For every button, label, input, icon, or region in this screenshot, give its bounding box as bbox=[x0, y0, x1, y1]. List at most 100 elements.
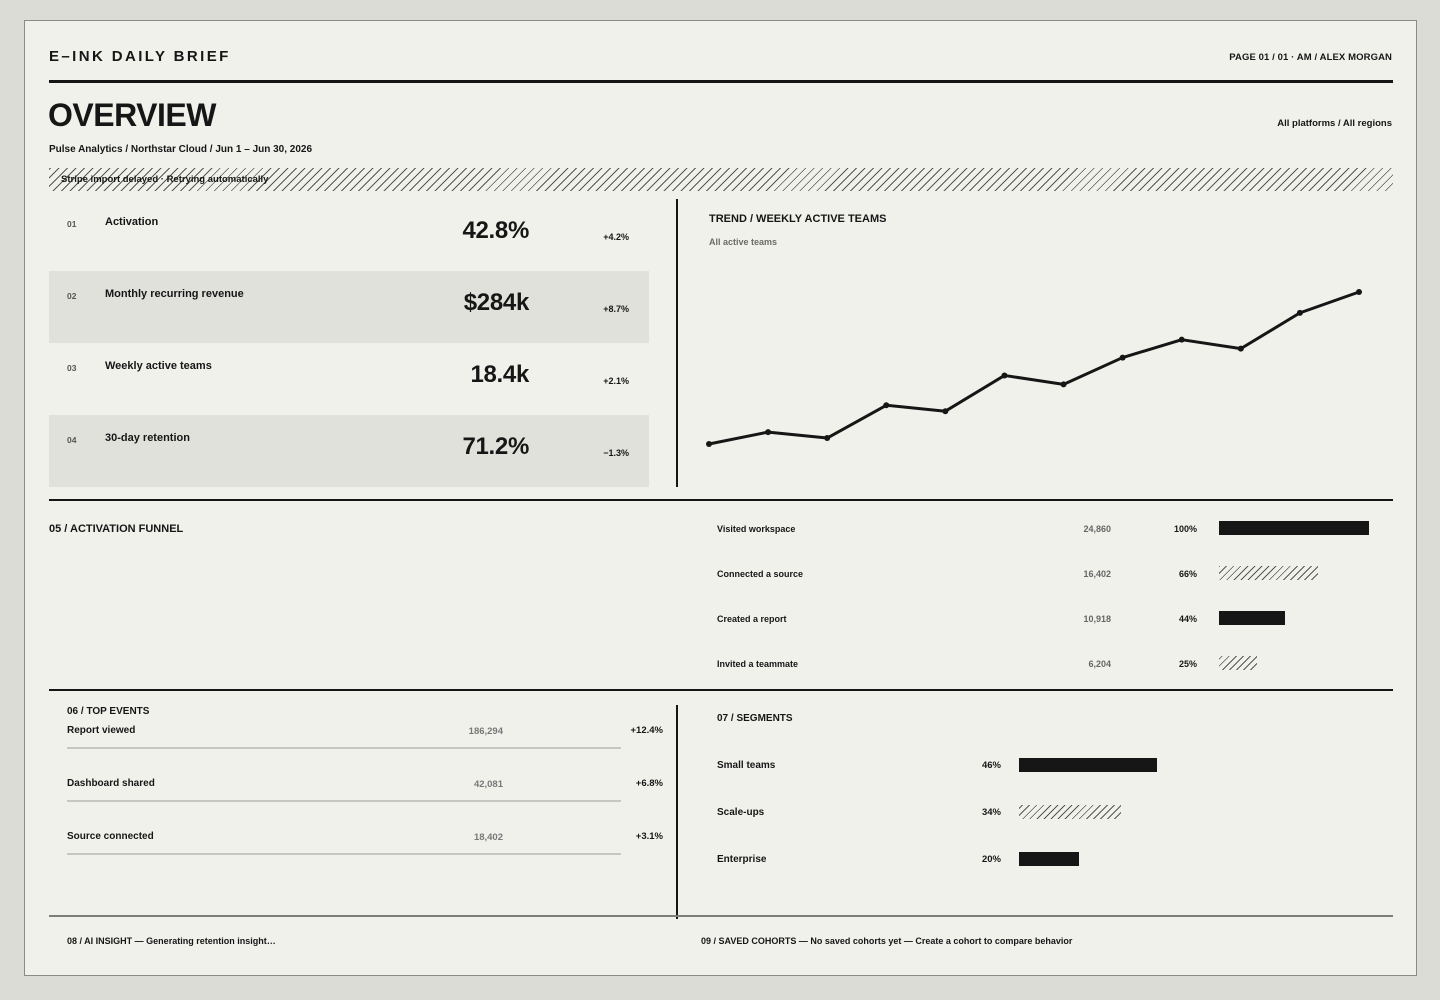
kpi-name: 30-day retention bbox=[105, 432, 190, 444]
funnel-bar bbox=[1219, 521, 1369, 535]
scope-filter[interactable]: All platforms / All regions bbox=[1277, 118, 1392, 129]
trend-series-line bbox=[708, 290, 1360, 446]
page-meta: PAGE 01 / 01 · AM / ALEX MORGAN bbox=[1229, 52, 1392, 63]
funnel-step[interactable]: Created a report 10,918 44% bbox=[717, 611, 1377, 627]
trend-point[interactable] bbox=[883, 402, 890, 409]
segment-label: Small teams bbox=[717, 760, 776, 771]
section-divider bbox=[676, 705, 678, 919]
funnel-step-count: 24,860 bbox=[1083, 524, 1111, 534]
funnel-bar bbox=[1219, 656, 1257, 670]
ai-insight: 08 / AI INSIGHT — Generating retention i… bbox=[67, 936, 276, 946]
kpi-value: 42.8% bbox=[462, 217, 529, 244]
funnel-step[interactable]: Connected a source 16,402 66% bbox=[717, 566, 1377, 582]
trend-point[interactable] bbox=[1178, 336, 1185, 343]
trend-point[interactable] bbox=[824, 435, 831, 442]
funnel-step[interactable]: Invited a teammate 6,204 25% bbox=[717, 656, 1377, 672]
trend-point[interactable] bbox=[1119, 354, 1126, 361]
kpi-value: $284k bbox=[463, 289, 530, 316]
trend-point[interactable] bbox=[706, 441, 712, 447]
funnel-step-label: Created a report bbox=[717, 614, 787, 624]
kpi-delta: +8.7% bbox=[603, 304, 629, 314]
trend-title: TREND / WEEKLY ACTIVE TEAMS bbox=[709, 213, 887, 225]
section-rule bbox=[49, 689, 1393, 691]
event-name: Dashboard shared bbox=[67, 778, 155, 789]
section-divider bbox=[676, 199, 678, 487]
trend-point[interactable] bbox=[1001, 372, 1008, 379]
segment-percent: 34% bbox=[981, 807, 1001, 818]
event-name: Report viewed bbox=[67, 725, 136, 736]
events-title: 06 / TOP EVENTS bbox=[67, 706, 150, 717]
funnel-step-count: 16,402 bbox=[1083, 569, 1111, 579]
segment-label: Scale-ups bbox=[717, 807, 765, 818]
trend-point[interactable] bbox=[1060, 381, 1067, 388]
trend-point[interactable] bbox=[765, 429, 772, 436]
funnel-title: 05 / ACTIVATION FUNNEL bbox=[49, 523, 184, 535]
trend-point[interactable] bbox=[1356, 289, 1362, 295]
event-row[interactable]: Report viewed 186,294 +12.4% bbox=[67, 725, 663, 749]
funnel-step-percent: 44% bbox=[1178, 614, 1197, 624]
funnel-step-label: Invited a teammate bbox=[717, 659, 799, 669]
trend-point[interactable] bbox=[942, 408, 949, 415]
footer-rule bbox=[49, 915, 1393, 917]
funnel-step-count: 6,204 bbox=[1088, 659, 1111, 669]
funnel-step-percent: 25% bbox=[1178, 659, 1197, 669]
kpi-value: 71.2% bbox=[462, 433, 529, 460]
kpi-row[interactable]: 04 30-day retention 71.2% −1.3% bbox=[49, 415, 649, 487]
segment-bar bbox=[1019, 805, 1121, 819]
page-subtitle: Pulse Analytics / Northstar Cloud / Jun … bbox=[49, 144, 313, 155]
trend-line-chart bbox=[706, 289, 1362, 447]
trend-point[interactable] bbox=[1296, 309, 1303, 316]
header-rule bbox=[49, 80, 1393, 83]
kpi-row[interactable]: 03 Weekly active teams 18.4k +2.1% bbox=[49, 343, 649, 415]
alert-banner: Stripe import delayed · Retrying automat… bbox=[49, 168, 1393, 191]
event-delta: +6.8% bbox=[635, 778, 663, 789]
kpi-row[interactable]: 01 Activation 42.8% +4.2% bbox=[49, 199, 649, 271]
kpi-name: Weekly active teams bbox=[105, 360, 212, 372]
funnel-step-percent: 66% bbox=[1178, 569, 1197, 579]
kpi-index: 04 bbox=[67, 435, 77, 445]
event-count: 18,402 bbox=[473, 832, 503, 843]
funnel-step[interactable]: Visited workspace 24,860 100% bbox=[717, 521, 1377, 537]
kpi-list: 01 Activation 42.8% +4.2% 02 Monthly rec… bbox=[49, 199, 649, 487]
kpi-name: Activation bbox=[105, 216, 159, 228]
brief-page: E–INK DAILY BRIEF PAGE 01 / 01 · AM / AL… bbox=[24, 20, 1417, 976]
event-delta: +12.4% bbox=[630, 725, 664, 736]
funnel-step-percent: 100% bbox=[1173, 524, 1197, 534]
trend-point[interactable] bbox=[1237, 345, 1244, 352]
segment-row[interactable]: Enterprise 20% bbox=[717, 851, 1377, 867]
funnel-step-label: Visited workspace bbox=[717, 524, 796, 534]
segment-row[interactable]: Scale-ups 34% bbox=[717, 804, 1377, 820]
kpi-index: 03 bbox=[67, 363, 77, 373]
segment-label: Enterprise bbox=[717, 854, 767, 865]
funnel-step-count: 10,918 bbox=[1083, 614, 1111, 624]
kpi-value: 18.4k bbox=[470, 361, 529, 388]
funnel-bar bbox=[1219, 611, 1285, 625]
segment-percent: 46% bbox=[981, 760, 1001, 771]
segment-row[interactable]: Small teams 46% bbox=[717, 757, 1377, 773]
funnel-step-label: Connected a source bbox=[717, 569, 804, 579]
section-rule bbox=[49, 499, 1393, 501]
kpi-name: Monthly recurring revenue bbox=[105, 288, 244, 300]
kpi-index: 02 bbox=[67, 291, 77, 301]
kpi-delta: −1.3% bbox=[603, 448, 629, 458]
event-count: 186,294 bbox=[468, 726, 503, 737]
kpi-index: 01 bbox=[67, 219, 77, 229]
kpi-row[interactable]: 02 Monthly recurring revenue $284k +8.7% bbox=[49, 271, 649, 343]
event-name: Source connected bbox=[67, 831, 154, 842]
segments-title: 07 / SEGMENTS bbox=[717, 713, 793, 724]
segment-percent: 20% bbox=[981, 854, 1001, 865]
event-row[interactable]: Dashboard shared 42,081 +6.8% bbox=[67, 778, 663, 802]
brand-title: E–INK DAILY BRIEF bbox=[49, 48, 231, 65]
segment-bar bbox=[1019, 852, 1079, 866]
trend-subtitle: All active teams bbox=[709, 237, 778, 247]
kpi-delta: +4.2% bbox=[603, 232, 629, 242]
kpi-delta: +2.1% bbox=[603, 376, 629, 386]
event-delta: +3.1% bbox=[635, 831, 663, 842]
event-count: 42,081 bbox=[473, 779, 503, 790]
alert-text: Stripe import delayed · Retrying automat… bbox=[61, 174, 269, 185]
event-row[interactable]: Source connected 18,402 +3.1% bbox=[67, 831, 663, 855]
page-title: OVERVIEW bbox=[48, 97, 216, 133]
segment-bar bbox=[1019, 758, 1157, 772]
saved-cohorts[interactable]: 09 / SAVED COHORTS — No saved cohorts ye… bbox=[701, 936, 1073, 946]
funnel-bar bbox=[1219, 566, 1318, 580]
